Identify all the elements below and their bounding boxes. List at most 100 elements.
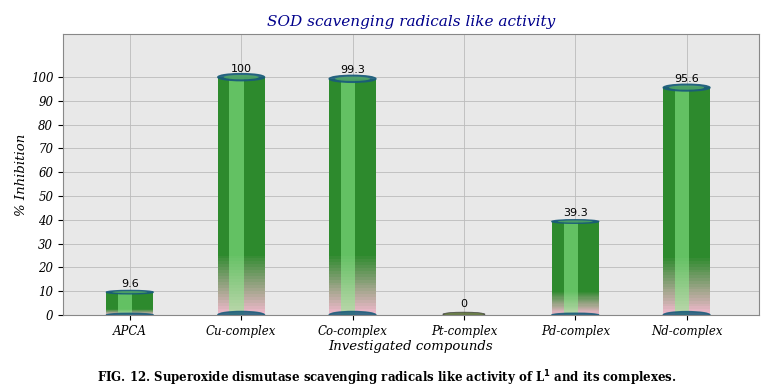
Bar	[329, 191, 376, 194]
Bar	[552, 273, 598, 274]
Bar	[552, 306, 598, 307]
Ellipse shape	[669, 85, 704, 90]
Bar	[217, 175, 265, 178]
Bar	[329, 232, 376, 235]
Bar	[552, 285, 598, 286]
Bar	[329, 108, 376, 111]
Bar	[217, 214, 265, 217]
Bar	[663, 292, 710, 295]
Bar	[552, 266, 598, 267]
Ellipse shape	[329, 75, 376, 82]
Bar	[663, 272, 710, 275]
Bar	[675, 133, 689, 136]
Bar	[663, 269, 710, 272]
Bar	[217, 140, 265, 143]
Bar	[552, 288, 598, 289]
Bar	[675, 153, 689, 156]
Bar	[229, 122, 244, 125]
Bar	[663, 142, 710, 144]
Bar	[563, 274, 577, 275]
Bar	[217, 187, 265, 190]
Bar	[563, 244, 577, 245]
Bar	[217, 255, 265, 258]
Bar	[663, 167, 710, 170]
Bar	[217, 297, 265, 300]
Bar	[341, 105, 354, 108]
Bar	[341, 268, 354, 271]
Bar	[329, 270, 376, 274]
Bar	[675, 241, 689, 244]
Bar	[341, 114, 354, 117]
Bar	[341, 203, 354, 206]
Bar	[229, 258, 244, 261]
Bar	[563, 290, 577, 292]
Bar	[341, 262, 354, 265]
Bar	[563, 300, 577, 301]
Bar	[217, 282, 265, 285]
Bar	[563, 223, 577, 224]
Bar	[217, 77, 265, 80]
Bar	[329, 250, 376, 253]
Bar	[217, 252, 265, 256]
Bar	[663, 196, 710, 198]
Bar	[675, 272, 689, 275]
Bar	[341, 244, 354, 247]
Bar	[552, 310, 598, 312]
Bar	[329, 306, 376, 309]
Bar	[341, 256, 354, 259]
Bar	[329, 102, 376, 105]
Bar	[229, 151, 244, 154]
Bar	[552, 237, 598, 238]
Ellipse shape	[329, 311, 376, 319]
Bar	[675, 187, 689, 190]
Bar	[552, 305, 598, 306]
Bar	[329, 241, 376, 244]
Bar	[329, 238, 376, 241]
Bar	[675, 247, 689, 250]
Bar	[217, 232, 265, 235]
Bar	[675, 201, 689, 204]
Bar	[675, 298, 689, 301]
Bar	[329, 138, 376, 141]
Bar	[229, 125, 244, 128]
Bar	[563, 221, 577, 223]
Bar	[217, 273, 265, 276]
Bar	[341, 91, 354, 94]
Bar	[552, 249, 598, 251]
Bar	[229, 285, 244, 288]
Bar	[552, 223, 598, 224]
Bar	[341, 132, 354, 135]
Ellipse shape	[552, 220, 598, 223]
Bar	[663, 90, 710, 93]
Bar	[563, 253, 577, 254]
Bar	[329, 82, 376, 85]
Bar	[229, 77, 244, 80]
Bar	[329, 274, 376, 277]
Bar	[663, 218, 710, 221]
Bar	[552, 241, 598, 243]
Bar	[329, 303, 376, 306]
Bar	[341, 232, 354, 235]
Bar	[663, 201, 710, 204]
Bar	[563, 312, 577, 314]
Bar	[229, 142, 244, 145]
Bar	[663, 224, 710, 227]
Bar	[229, 303, 244, 306]
Bar	[229, 234, 244, 238]
Bar	[563, 296, 577, 298]
Bar	[552, 287, 598, 288]
Bar	[341, 223, 354, 227]
Bar	[329, 220, 376, 223]
Bar	[552, 270, 598, 272]
Bar	[217, 312, 265, 315]
Bar	[563, 243, 577, 244]
Bar	[329, 132, 376, 135]
Bar	[217, 208, 265, 211]
Bar	[663, 295, 710, 298]
Bar	[552, 300, 598, 301]
Bar	[552, 226, 598, 227]
Bar	[341, 99, 354, 102]
Bar	[341, 111, 354, 114]
Bar	[329, 135, 376, 138]
Bar	[563, 229, 577, 230]
